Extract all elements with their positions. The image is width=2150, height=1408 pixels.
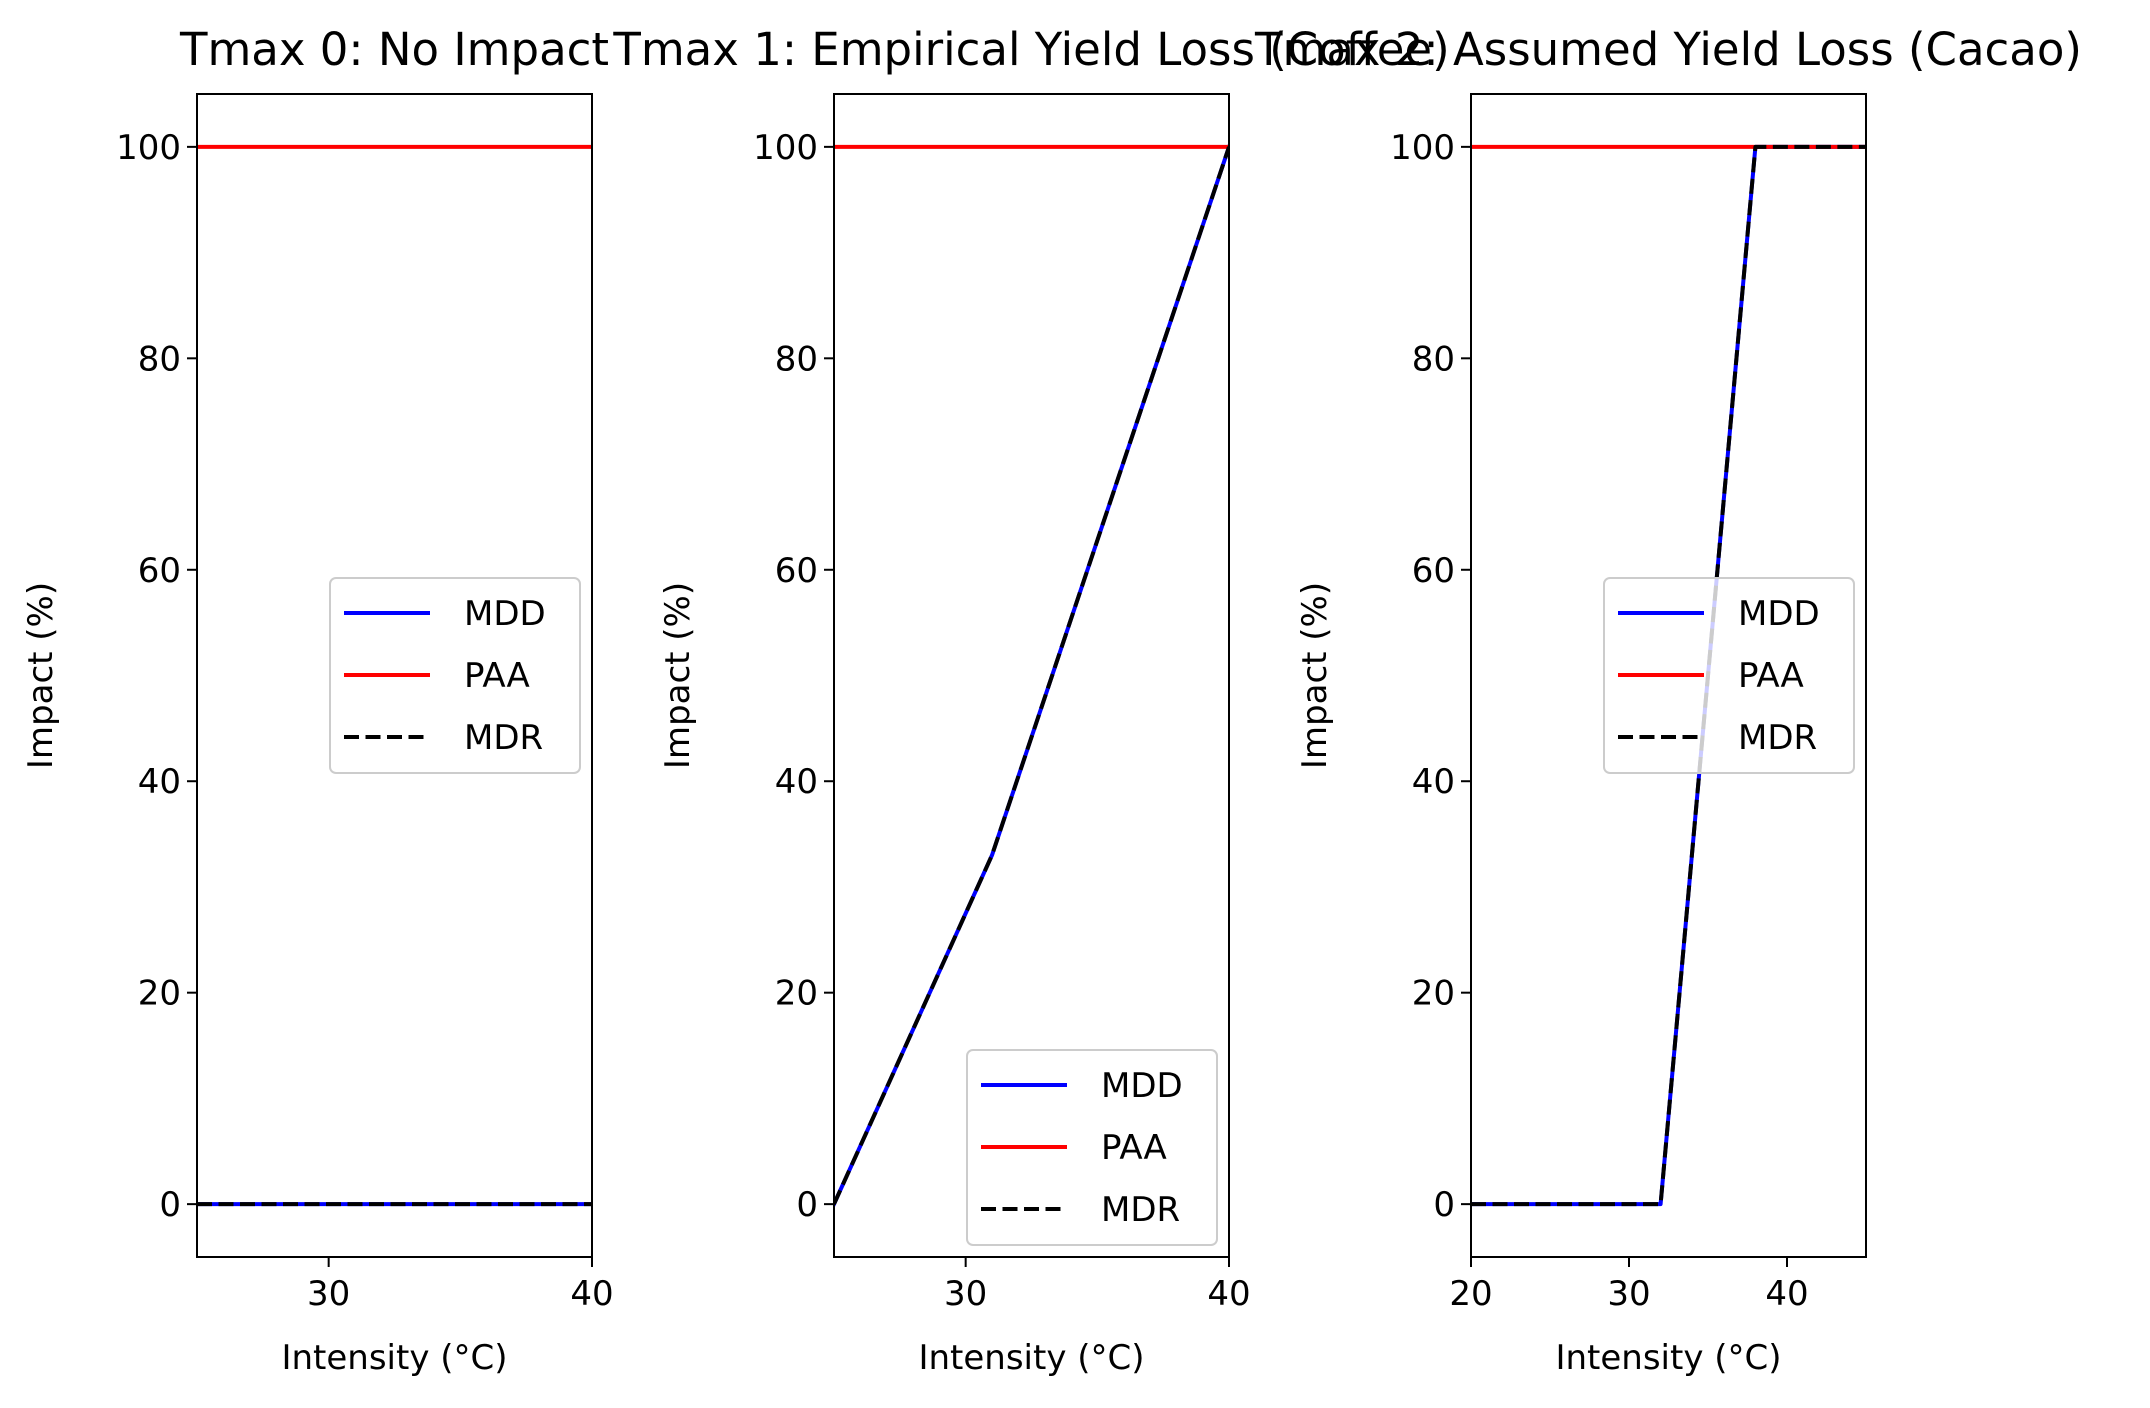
y-tick-label: 60 bbox=[775, 551, 818, 591]
y-tick-label: 20 bbox=[1412, 974, 1455, 1014]
legend-label-mdr: MDR bbox=[1738, 718, 1817, 758]
legend: MDD PAA MDR bbox=[966, 1049, 1218, 1246]
legend-label-mdd: MDD bbox=[464, 594, 546, 634]
y-tick-label: 80 bbox=[775, 339, 818, 379]
y-tick-label: 40 bbox=[775, 762, 818, 802]
chart-title: Tmax 1: Empirical Yield Loss (Coffee) bbox=[612, 23, 1449, 76]
chart-title: Tmax 0: No Impact bbox=[179, 23, 609, 76]
legend-label-mdr: MDR bbox=[1101, 1190, 1180, 1230]
y-tick-label: 100 bbox=[753, 128, 818, 168]
y-tick-label: 100 bbox=[116, 128, 181, 168]
legend-box bbox=[1603, 577, 1855, 774]
x-tick-label: 30 bbox=[944, 1274, 987, 1314]
y-tick-label: 0 bbox=[796, 1185, 818, 1225]
y-tick-label: 100 bbox=[1390, 128, 1455, 168]
y-axis-label: Impact (%) bbox=[21, 582, 61, 769]
legend-box bbox=[329, 577, 581, 774]
y-tick-label: 20 bbox=[775, 974, 818, 1014]
x-tick-label: 40 bbox=[570, 1274, 613, 1314]
x-axis-label: Intensity (°C) bbox=[1555, 1338, 1781, 1378]
axes-frame bbox=[196, 93, 593, 1258]
y-tick-label: 60 bbox=[138, 551, 181, 591]
y-tick-label: 80 bbox=[1412, 339, 1455, 379]
legend-label-paa: PAA bbox=[464, 656, 530, 696]
axes-frame bbox=[833, 93, 1230, 1258]
legend-label-mdd: MDD bbox=[1738, 594, 1820, 634]
legend-box bbox=[966, 1049, 1218, 1246]
chart-panel-1: 0 20 40 60 80 100 30 40 Intensity (°C) Impact (%)… bbox=[21, 23, 614, 1378]
y-tick-label: 0 bbox=[159, 1185, 181, 1225]
legend: MDD PAA MDR bbox=[1603, 577, 1855, 774]
y-tick-label: 20 bbox=[138, 974, 181, 1014]
legend-label-paa: PAA bbox=[1738, 656, 1804, 696]
series-group bbox=[834, 144, 1229, 1207]
chart-title: Tmax 2: Assumed Yield Loss (Cacao) bbox=[1254, 23, 2082, 76]
legend-label-mdr: MDR bbox=[464, 718, 543, 758]
series-group bbox=[197, 144, 592, 1207]
x-axis-label: Intensity (°C) bbox=[281, 1338, 507, 1378]
x-tick-label: 40 bbox=[1207, 1274, 1250, 1314]
y-tick-label: 60 bbox=[1412, 551, 1455, 591]
legend-label-mdd: MDD bbox=[1101, 1066, 1183, 1106]
y-tick-label: 80 bbox=[138, 339, 181, 379]
x-tick-label: 30 bbox=[1607, 1274, 1650, 1314]
legend-label-paa: PAA bbox=[1101, 1128, 1167, 1168]
y-tick-label: 40 bbox=[138, 762, 181, 802]
y-tick-label: 40 bbox=[1412, 762, 1455, 802]
y-axis-label: Impact (%) bbox=[1295, 582, 1335, 769]
axes-frame bbox=[1470, 93, 1867, 1258]
chart-panel-2: 0 20 40 60 80 100 30 40 Intensity (°C) Impact (%)… bbox=[612, 23, 1449, 1378]
x-tick-label: 20 bbox=[1449, 1274, 1492, 1314]
y-axis-label: Impact (%) bbox=[658, 582, 698, 769]
chart-panel-3: 0 20 40 60 80 100 20 30 40 Intensity (°C) Impact (… bbox=[1254, 23, 2082, 1378]
legend: MDD PAA MDR bbox=[329, 577, 581, 774]
x-axis-label: Intensity (°C) bbox=[918, 1338, 1144, 1378]
x-tick-label: 30 bbox=[307, 1274, 350, 1314]
x-tick-label: 40 bbox=[1765, 1274, 1808, 1314]
series-line-mdd bbox=[834, 144, 1229, 1207]
y-tick-label: 0 bbox=[1433, 1185, 1455, 1225]
